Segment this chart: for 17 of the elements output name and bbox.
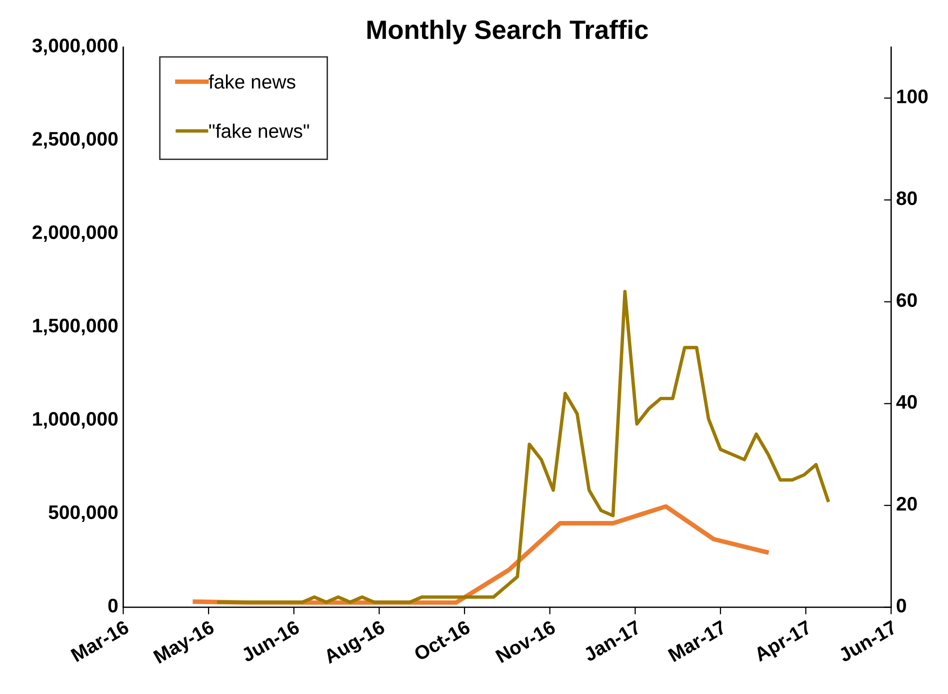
y2-tick-label: 60: [896, 293, 917, 307]
y-tick-label: 2,000,000: [32, 225, 118, 242]
y2-tick-label: 20: [896, 496, 917, 511]
y2-tick-label: 80: [896, 191, 917, 206]
y2-tick-label: 0: [896, 598, 906, 612]
line-series: [217, 290, 830, 604]
legend-label: "fake news": [209, 124, 309, 138]
y2-tick-label: 40: [896, 395, 917, 409]
y-tick-label: 1,500,000: [33, 318, 118, 336]
legend-label: fake news: [208, 74, 296, 89]
y-tick-label: 0: [108, 598, 118, 612]
y-tick-label: 3,000,000: [32, 38, 118, 56]
y-tick-label: 1,000,000: [33, 412, 118, 429]
y-tick-label: 2,500,000: [32, 132, 118, 149]
chart-title: Monthly Search Traffic: [367, 20, 648, 44]
y2-tick-label: 100: [897, 90, 928, 104]
y-tick-label: 500,000: [48, 505, 118, 522]
